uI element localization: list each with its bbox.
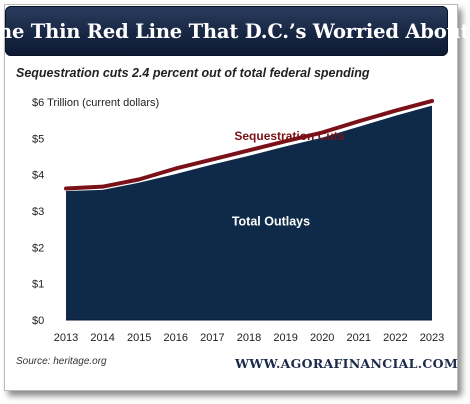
x-tick-label: 2019 (273, 332, 297, 344)
y-tick-label: $4 (32, 170, 44, 182)
x-tick-label: 2016 (164, 332, 188, 344)
y-tick-label: $6 Trillion (current dollars) (32, 97, 159, 109)
series-label-sequestration-cuts: Sequestration Cuts (234, 129, 344, 143)
y-tick-label: $2 (32, 242, 44, 254)
title-banner: The Thin Red Line That D.C.’s Worried Ab… (0, 6, 469, 56)
x-tick-label: 2017 (200, 332, 224, 344)
y-tick-label: $1 (32, 279, 44, 291)
y-tick-label: $5 (32, 133, 44, 145)
chart-title: The Thin Red Line That D.C.’s Worried Ab… (0, 19, 470, 43)
x-tick-label: 2018 (237, 332, 261, 344)
x-tick-labels: 2013 2014 2015 2016 2017 2018 2019 2020 2021 2022… (54, 332, 444, 344)
x-tick-label: 2013 (54, 332, 78, 344)
x-tick-label: 2015 (127, 332, 151, 344)
series-line-sequestration-cuts (64, 98, 434, 191)
x-tick-label: 2021 (347, 332, 371, 344)
brand-url: WWW.AGORAFINANCIAL.COM (234, 356, 458, 371)
source-note: Source: heritage.org (16, 356, 107, 367)
x-tick-label: 2014 (90, 332, 114, 344)
y-tick-label: $3 (32, 206, 44, 218)
series-label-total-outlays: Total Outlays (232, 215, 310, 229)
series-labels: Sequestration Cuts Total Outlays (232, 129, 345, 228)
x-tick-label: 2023 (420, 332, 444, 344)
y-tick-label: $0 (32, 315, 44, 327)
plot-layer (64, 98, 434, 321)
y-tick-labels: $0 $1 $2 $3 $4 $5 $6 Trillion (current dollars… (32, 97, 159, 327)
series-area-total-outlays (66, 105, 432, 320)
x-tick-label: 2022 (383, 332, 407, 344)
x-tick-label: 2020 (310, 332, 334, 344)
chart-subtitle: Sequestration cuts 2.4 percent out of to… (16, 66, 370, 80)
